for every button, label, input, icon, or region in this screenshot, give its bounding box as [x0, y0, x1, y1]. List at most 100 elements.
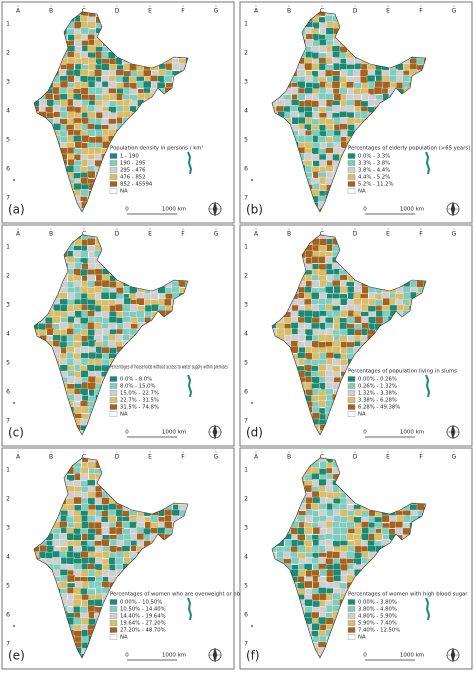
district	[312, 148, 320, 155]
scale-label: 0	[125, 430, 129, 436]
panel-label: (a)	[8, 203, 25, 217]
grid-column-label: D	[353, 454, 358, 461]
district	[298, 334, 306, 341]
district	[60, 365, 68, 372]
district	[101, 292, 109, 299]
district	[403, 75, 411, 82]
district	[95, 130, 103, 137]
district	[38, 323, 46, 330]
district	[88, 533, 96, 540]
scale-label: 0	[125, 653, 129, 659]
scale-label: 1000 km	[162, 207, 186, 213]
district	[102, 280, 110, 287]
scale-label: 1000 km	[400, 207, 424, 213]
grid-row-label: 2	[6, 50, 10, 57]
district	[383, 298, 391, 305]
legend-swatch	[110, 621, 117, 626]
district	[53, 557, 61, 564]
legend-swatch	[348, 377, 355, 382]
legend-swatch	[348, 189, 355, 194]
district	[340, 310, 348, 317]
district	[88, 515, 96, 522]
district	[60, 100, 68, 107]
district	[403, 515, 411, 522]
district	[325, 335, 333, 342]
district	[94, 359, 102, 366]
grid-column-label: E	[386, 231, 390, 238]
district	[74, 394, 82, 401]
district	[332, 81, 340, 88]
district	[311, 503, 319, 510]
district	[312, 623, 320, 630]
district	[304, 316, 312, 323]
district	[340, 323, 348, 330]
grid-row-label: 4	[6, 554, 10, 561]
islands	[251, 179, 253, 181]
district	[319, 45, 327, 52]
islands	[13, 625, 15, 627]
panel-label: (c)	[8, 426, 24, 440]
district	[383, 82, 391, 89]
district	[304, 63, 312, 70]
district	[319, 468, 327, 475]
legend-swatch	[348, 175, 355, 180]
grid-column-label: D	[115, 454, 120, 461]
legend-swatch	[348, 384, 355, 389]
grid-row-label: 6	[6, 612, 10, 619]
scale-label: 1000 km	[400, 430, 424, 436]
legend-item: NA	[120, 189, 128, 195]
legend-item: 295 - 476	[120, 168, 146, 174]
district	[102, 64, 110, 71]
grid-column-label: D	[115, 231, 120, 238]
legend-swatch	[110, 398, 117, 403]
legend-swatch	[110, 405, 117, 410]
legend-item: 476 - 852	[120, 175, 146, 181]
grid-column-label: F	[181, 8, 185, 15]
grid-row-label: 4	[6, 331, 10, 338]
legend-swatch	[110, 175, 117, 180]
legend-title: Percentages of population living in slum…	[348, 369, 457, 375]
grid-column-label: F	[419, 454, 423, 461]
grid-row-label: 3	[244, 79, 248, 86]
district	[319, 239, 327, 246]
panel-label: (b)	[246, 203, 263, 217]
district	[347, 347, 355, 354]
legend-item: NA	[358, 412, 366, 418]
legend-item: 0.0% - 8.0%	[120, 377, 152, 383]
district	[318, 509, 326, 516]
district	[122, 521, 130, 528]
district	[74, 183, 82, 190]
district	[333, 534, 341, 541]
district	[81, 88, 89, 95]
district	[95, 87, 103, 94]
district	[305, 485, 313, 492]
grid-row-label: 5	[6, 137, 10, 144]
panel-label: (d)	[246, 426, 263, 440]
district	[94, 70, 102, 77]
grid-row-label: 6	[6, 389, 10, 396]
district	[81, 569, 89, 576]
legend-item: 190 - 295	[120, 161, 146, 167]
grid-column-label: B	[49, 231, 53, 238]
legend-swatch	[110, 182, 117, 187]
district	[318, 546, 326, 553]
legend-item: 852 - 45594	[120, 182, 153, 188]
district	[60, 81, 68, 88]
panel-label: (e)	[8, 649, 25, 663]
district	[311, 292, 319, 299]
grid-column-label: G	[452, 454, 457, 461]
scale-label: 1000 km	[162, 653, 186, 659]
legend-swatch	[348, 154, 355, 159]
district	[75, 263, 83, 270]
grid-row-label: 3	[244, 302, 248, 309]
district	[123, 304, 131, 311]
district	[319, 99, 327, 106]
district	[297, 70, 305, 77]
district	[109, 281, 117, 288]
legend-item: NA	[358, 189, 366, 195]
district	[60, 551, 68, 558]
district	[94, 147, 102, 154]
district	[305, 599, 313, 606]
legend-swatch	[110, 607, 117, 612]
grid-row-label: 5	[6, 583, 10, 590]
